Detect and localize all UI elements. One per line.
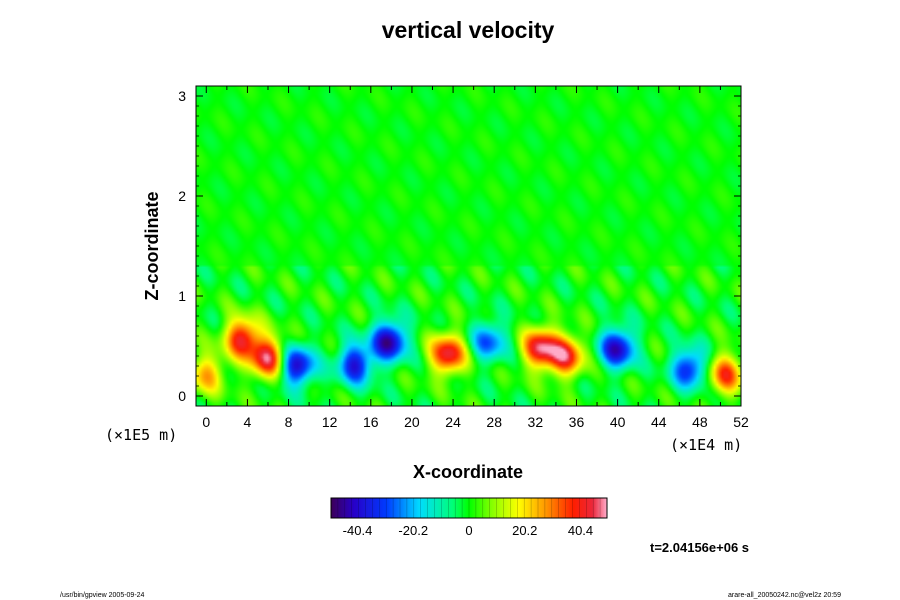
colorbar-ticks: -40.4 -20.2 0 20.2 40.4 bbox=[343, 523, 593, 538]
colorbar: -40.4 -20.2 0 20.2 40.4 bbox=[330, 497, 608, 538]
x-tick-label: 0 bbox=[202, 414, 210, 430]
time-label: t=2.04156e+06 s bbox=[650, 540, 749, 555]
y-tick-label: 2 bbox=[178, 188, 186, 204]
y-tick-label: 1 bbox=[178, 288, 186, 304]
colorbar-level-lines bbox=[337, 498, 601, 518]
y-scale-label: (×1E5 m) bbox=[105, 426, 177, 444]
x-axis-ticks: 0 4 8 12 16 20 24 28 32 36 40 44 48 52 bbox=[202, 86, 749, 430]
y-tick-label: 0 bbox=[178, 388, 186, 404]
y-axis-label: Z-coordinate bbox=[142, 191, 162, 300]
footer-left: /usr/bin/gpview 2005-09-24 bbox=[60, 592, 145, 599]
colorbar-tick-label: 40.4 bbox=[568, 523, 593, 538]
y-tick-label: 3 bbox=[178, 88, 186, 104]
x-tick-label: 40 bbox=[610, 414, 626, 430]
colorbar-tick-label: 20.2 bbox=[512, 523, 537, 538]
x-axis-label: X-coordinate bbox=[413, 462, 523, 482]
colorbar-frame bbox=[330, 497, 608, 519]
x-tick-label: 12 bbox=[322, 414, 338, 430]
x-scale-label: (×1E4 m) bbox=[670, 436, 742, 454]
x-tick-label: 20 bbox=[404, 414, 420, 430]
x-tick-label: 52 bbox=[733, 414, 749, 430]
heatmap-field bbox=[196, 86, 741, 406]
x-tick-label: 24 bbox=[445, 414, 461, 430]
x-tick-label: 32 bbox=[528, 414, 544, 430]
colorbar-tick-label: -20.2 bbox=[398, 523, 428, 538]
x-tick-label: 28 bbox=[486, 414, 502, 430]
x-tick-label: 48 bbox=[692, 414, 708, 430]
chart-title: vertical velocity bbox=[382, 17, 555, 43]
x-tick-label: 4 bbox=[244, 414, 252, 430]
colorbar-tick-label: -40.4 bbox=[343, 523, 373, 538]
x-tick-label: 36 bbox=[569, 414, 585, 430]
colorbar-gradient bbox=[331, 498, 607, 518]
x-tick-label: 16 bbox=[363, 414, 379, 430]
y-axis-ticks: 0 1 2 3 bbox=[178, 88, 741, 404]
footer-right: arare-all_20050242.nc@vel2z 20:59 bbox=[728, 592, 841, 599]
colorbar-tick-label: 0 bbox=[465, 523, 472, 538]
x-tick-label: 44 bbox=[651, 414, 667, 430]
x-tick-label: 8 bbox=[285, 414, 293, 430]
plot-area bbox=[195, 85, 742, 407]
